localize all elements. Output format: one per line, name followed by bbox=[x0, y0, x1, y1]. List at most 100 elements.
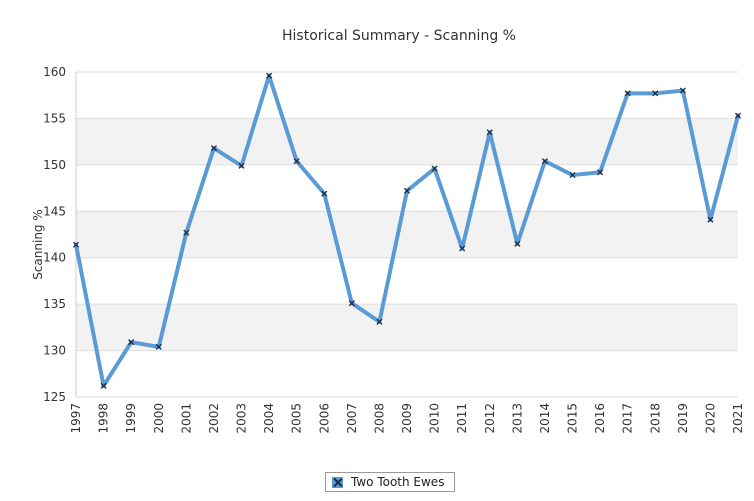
x-tick-label: 2006 bbox=[317, 403, 331, 434]
x-tick-label: 2014 bbox=[538, 403, 552, 434]
x-tick-label: 2004 bbox=[262, 403, 276, 434]
x-tick-label: 2008 bbox=[372, 403, 386, 434]
data-point bbox=[652, 90, 659, 97]
data-point-mark bbox=[707, 216, 714, 223]
y-axis-ticks: 125 130 135 140 145 150 155 160 bbox=[43, 65, 66, 404]
data-point-mark bbox=[238, 162, 245, 169]
x-tick-label: 2021 bbox=[731, 403, 745, 434]
data-point bbox=[266, 72, 273, 79]
data-point-mark bbox=[348, 300, 355, 307]
data-point bbox=[155, 343, 162, 350]
x-tick-label: 2003 bbox=[235, 403, 249, 434]
y-axis-label: Scanning % bbox=[31, 209, 45, 280]
data-point-mark bbox=[459, 245, 466, 252]
y-tick-label: 140 bbox=[43, 251, 66, 265]
x-tick-label: 2001 bbox=[179, 403, 193, 434]
data-point bbox=[183, 229, 190, 236]
data-point bbox=[100, 382, 107, 389]
x-tick-label: 2016 bbox=[593, 403, 607, 434]
data-point-mark bbox=[541, 158, 548, 165]
x-tick-label: 2002 bbox=[207, 403, 221, 434]
legend[interactable]: Two Tooth Ewes bbox=[325, 472, 456, 492]
data-point-mark bbox=[321, 190, 328, 197]
data-point-mark bbox=[569, 172, 576, 179]
grid-band bbox=[76, 211, 738, 258]
x-tick-label: 1997 bbox=[69, 403, 83, 434]
x-tick-label: 2000 bbox=[152, 403, 166, 434]
grid-band bbox=[76, 118, 738, 165]
data-point bbox=[128, 339, 135, 346]
data-point-mark bbox=[486, 129, 493, 136]
data-point bbox=[569, 172, 576, 179]
series-group bbox=[72, 72, 742, 389]
data-point-mark bbox=[293, 158, 300, 165]
data-point bbox=[514, 240, 521, 247]
grid-band bbox=[76, 257, 738, 305]
data-point bbox=[459, 245, 466, 252]
grid-bands bbox=[76, 72, 738, 397]
x-tick-label: 1999 bbox=[124, 403, 138, 434]
data-point bbox=[376, 318, 383, 325]
y-tick-label: 125 bbox=[43, 390, 66, 404]
y-tick-label: 150 bbox=[43, 158, 66, 172]
data-point-mark bbox=[266, 72, 273, 79]
y-tick-label: 145 bbox=[43, 204, 66, 218]
grid-band bbox=[76, 304, 738, 351]
data-point bbox=[679, 87, 686, 94]
data-point bbox=[597, 169, 604, 176]
data-point-mark bbox=[376, 318, 383, 325]
x-tick-label: 2009 bbox=[400, 403, 414, 434]
data-point-mark bbox=[652, 90, 659, 97]
data-point-mark bbox=[624, 90, 631, 97]
grid-band bbox=[76, 164, 738, 212]
data-point bbox=[348, 300, 355, 307]
data-point bbox=[210, 145, 217, 152]
x-tick-label: 2012 bbox=[483, 403, 497, 434]
data-point-mark bbox=[679, 87, 686, 94]
data-point bbox=[707, 216, 714, 223]
x-tick-label: 2015 bbox=[566, 403, 580, 434]
data-point bbox=[293, 158, 300, 165]
chart-title: Historical Summary - Scanning % bbox=[282, 28, 516, 44]
data-point bbox=[238, 162, 245, 169]
grid-band bbox=[76, 350, 738, 397]
data-point-mark bbox=[128, 339, 135, 346]
data-point bbox=[321, 190, 328, 197]
data-point bbox=[431, 165, 438, 172]
legend-swatch-icon bbox=[332, 476, 343, 488]
data-point-mark bbox=[155, 343, 162, 350]
x-tick-label: 2005 bbox=[290, 403, 304, 434]
y-tick-label: 155 bbox=[43, 111, 66, 125]
data-point-mark bbox=[597, 169, 604, 176]
data-point-mark bbox=[100, 382, 107, 389]
data-point bbox=[734, 112, 742, 119]
y-tick-label: 160 bbox=[43, 65, 66, 79]
x-tick-label: 2013 bbox=[510, 403, 524, 434]
data-point-mark bbox=[183, 229, 190, 236]
grid-lines bbox=[75, 71, 738, 398]
x-tick-label: 2019 bbox=[676, 403, 690, 434]
data-point bbox=[403, 187, 411, 194]
legend-label: Two Tooth Ewes bbox=[351, 475, 445, 489]
x-tick-label: 2018 bbox=[648, 403, 662, 434]
y-tick-label: 130 bbox=[43, 344, 66, 358]
data-point-mark bbox=[514, 240, 521, 247]
x-tick-label: 2007 bbox=[345, 403, 359, 434]
x-tick-label: 2020 bbox=[703, 403, 717, 434]
data-point bbox=[541, 158, 548, 165]
data-point-mark bbox=[72, 241, 80, 248]
data-point bbox=[486, 129, 493, 136]
data-point-mark bbox=[403, 187, 411, 194]
data-point-mark bbox=[431, 165, 438, 172]
x-tick-label: 2017 bbox=[621, 403, 635, 434]
data-point bbox=[72, 241, 80, 248]
x-tick-label: 1998 bbox=[97, 403, 111, 434]
x-tick-label: 2011 bbox=[455, 403, 469, 434]
y-tick-label: 135 bbox=[43, 297, 66, 311]
x-axis-ticks: 1997 1998 1999 2000 2001 2002 2003 2004 2005 2006… bbox=[69, 403, 745, 434]
data-point bbox=[624, 90, 631, 97]
data-point-mark bbox=[210, 145, 217, 152]
data-point-mark bbox=[734, 112, 742, 119]
x-tick-label: 2010 bbox=[428, 403, 442, 434]
